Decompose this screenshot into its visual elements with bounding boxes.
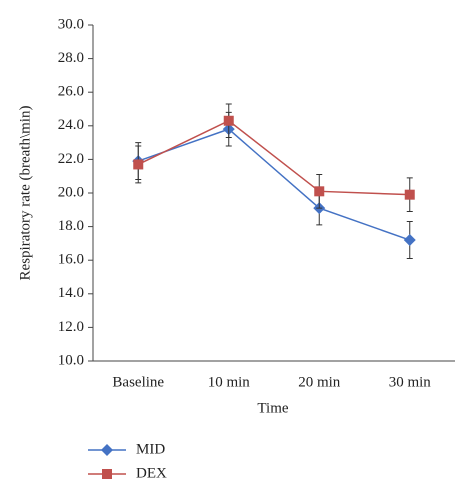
y-axis-title: Respiratory rate (breath\min) [17, 106, 33, 281]
y-tick-label: 16.0 [58, 252, 84, 268]
data-point [403, 234, 416, 247]
data-point [133, 159, 144, 170]
data-point [223, 115, 234, 126]
x-tick-label: 20 min [298, 374, 341, 390]
y-tick-label: 10.0 [58, 352, 84, 368]
y-tick-label: 26.0 [58, 84, 84, 100]
series-line [137, 119, 410, 196]
x-axis-title: Time [257, 400, 288, 416]
legend-marker [102, 469, 112, 479]
y-tick-label: 28.0 [58, 50, 84, 66]
y-tick-label: 30.0 [58, 16, 84, 32]
y-tick-label: 20.0 [58, 184, 84, 200]
legend-label: DEX [136, 465, 167, 481]
legend-marker [101, 444, 113, 456]
x-tick-label: 10 min [208, 374, 251, 390]
y-tick-label: 12.0 [58, 319, 84, 335]
y-tick-label: 18.0 [58, 218, 84, 234]
data-point [314, 186, 325, 197]
series-line [138, 128, 410, 241]
y-tick-label: 14.0 [58, 285, 84, 301]
y-tick-label: 22.0 [58, 151, 84, 167]
y-tick-label: 24.0 [58, 117, 84, 133]
legend-label: MID [136, 441, 165, 457]
x-tick-label: Baseline [112, 374, 164, 390]
x-tick-label: 30 min [389, 374, 432, 390]
data-point [404, 189, 415, 200]
